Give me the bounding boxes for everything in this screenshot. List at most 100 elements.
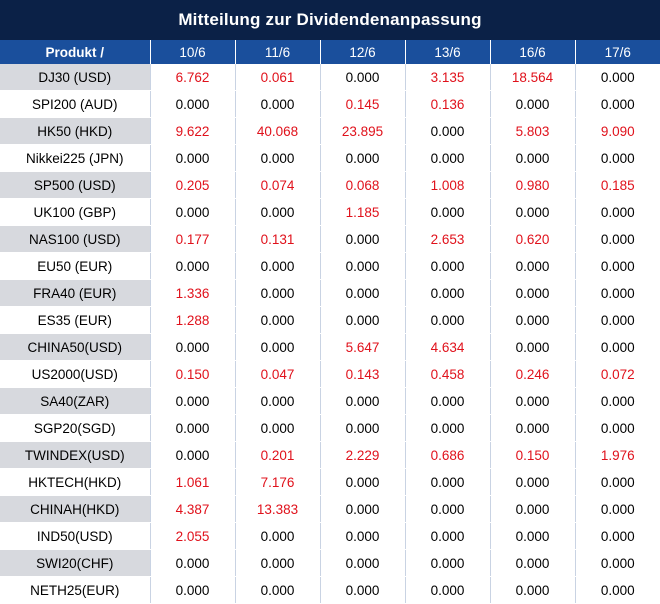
value-cell: 2.055: [150, 522, 236, 550]
value-cell: 0.000: [405, 252, 491, 280]
value-cell: 0.000: [320, 252, 406, 280]
value-cell: 2.229: [320, 441, 406, 469]
value-cell: 0.000: [575, 333, 660, 361]
product-cell: SGP20(SGD): [0, 414, 151, 442]
value-cell: 0.000: [150, 576, 236, 604]
value-cell: 0.000: [490, 495, 576, 523]
table-row: SP500 (USD) 0.205 0.074 0.068 1.008 0.980 0.18…: [0, 171, 660, 199]
value-cell: 0.000: [320, 225, 406, 253]
value-cell: 0.000: [490, 90, 576, 118]
column-header-date: 12/6: [320, 40, 406, 64]
value-cell: 0.000: [405, 495, 491, 523]
value-cell: 0.000: [150, 90, 236, 118]
value-cell: 1.976: [575, 441, 660, 469]
product-cell: SA40(ZAR): [0, 387, 151, 415]
value-cell: 0.000: [490, 333, 576, 361]
value-cell: 0.000: [575, 252, 660, 280]
value-cell: 1.061: [150, 468, 236, 496]
value-cell: 1.008: [405, 171, 491, 199]
value-cell: 1.185: [320, 198, 406, 226]
value-cell: 0.136: [405, 90, 491, 118]
product-cell: Nikkei225 (JPN): [0, 144, 151, 172]
value-cell: 0.000: [320, 144, 406, 172]
value-cell: 0.000: [405, 468, 491, 496]
value-cell: 0.000: [490, 144, 576, 172]
value-cell: 0.150: [150, 360, 236, 388]
column-header-date: 16/6: [490, 40, 576, 64]
value-cell: 0.047: [235, 360, 321, 388]
value-cell: 23.895: [320, 117, 406, 145]
value-cell: 0.000: [320, 279, 406, 307]
value-cell: 0.000: [320, 495, 406, 523]
value-cell: 0.000: [405, 117, 491, 145]
value-cell: 0.000: [575, 144, 660, 172]
table-row: EU50 (EUR) 0.000 0.000 0.000 0.000 0.000 0.000: [0, 252, 660, 280]
value-cell: 0.000: [235, 198, 321, 226]
value-cell: 0.000: [150, 198, 236, 226]
value-cell: 0.000: [490, 468, 576, 496]
value-cell: 0.145: [320, 90, 406, 118]
value-cell: 0.000: [575, 468, 660, 496]
table-row: CHINA50(USD) 0.000 0.000 5.647 4.634 0.000 0.0…: [0, 333, 660, 361]
value-cell: 0.000: [490, 306, 576, 334]
product-cell: NETH25(EUR): [0, 576, 151, 604]
value-cell: 0.000: [235, 549, 321, 577]
value-cell: 0.000: [405, 198, 491, 226]
table-row: HK50 (HKD) 9.622 40.068 23.895 0.000 5.803 9.0…: [0, 117, 660, 145]
value-cell: 0.177: [150, 225, 236, 253]
value-cell: 1.288: [150, 306, 236, 334]
value-cell: 0.000: [320, 414, 406, 442]
table-row: HKTECH(HKD) 1.061 7.176 0.000 0.000 0.000 0.00…: [0, 468, 660, 496]
header-row: Produkt / 10/6 11/6 12/6 13/6 16/6 17/6: [0, 40, 660, 64]
table-row: IND50(USD) 2.055 0.000 0.000 0.000 0.000 0.000: [0, 522, 660, 550]
product-cell: SWI20(CHF): [0, 549, 151, 577]
value-cell: 0.000: [150, 441, 236, 469]
value-cell: 0.000: [235, 522, 321, 550]
value-cell: 0.000: [575, 198, 660, 226]
value-cell: 5.647: [320, 333, 406, 361]
column-header-date: 13/6: [405, 40, 491, 64]
value-cell: 0.000: [490, 522, 576, 550]
column-header-date: 11/6: [235, 40, 321, 64]
table-row: CHINAH(HKD) 4.387 13.383 0.000 0.000 0.000 0.0…: [0, 495, 660, 523]
value-cell: 7.176: [235, 468, 321, 496]
table-row: US2000(USD) 0.150 0.047 0.143 0.458 0.246 0.07…: [0, 360, 660, 388]
value-cell: 40.068: [235, 117, 321, 145]
value-cell: 0.000: [575, 549, 660, 577]
table-row: DJ30 (USD) 6.762 0.061 0.000 3.135 18.564 0.00…: [0, 64, 660, 91]
value-cell: 0.000: [320, 64, 406, 91]
value-cell: 0.000: [575, 225, 660, 253]
product-cell: SP500 (USD): [0, 171, 151, 199]
table-row: NAS100 (USD) 0.177 0.131 0.000 2.653 0.620 0.0…: [0, 225, 660, 253]
table-row: FRA40 (EUR) 1.336 0.000 0.000 0.000 0.000 0.00…: [0, 279, 660, 307]
value-cell: 0.000: [405, 144, 491, 172]
value-cell: 0.000: [405, 414, 491, 442]
product-cell: CHINAH(HKD): [0, 495, 151, 523]
value-cell: 0.000: [405, 549, 491, 577]
value-cell: 18.564: [490, 64, 576, 91]
value-cell: 0.201: [235, 441, 321, 469]
value-cell: 0.000: [575, 90, 660, 118]
value-cell: 0.000: [575, 576, 660, 604]
value-cell: 0.000: [320, 549, 406, 577]
dividend-table: Produkt / 10/6 11/6 12/6 13/6 16/6 17/6 …: [0, 40, 660, 604]
value-cell: 0.000: [575, 495, 660, 523]
value-cell: 0.000: [490, 387, 576, 415]
value-cell: 0.000: [405, 279, 491, 307]
product-cell: HK50 (HKD): [0, 117, 151, 145]
value-cell: 0.000: [575, 306, 660, 334]
value-cell: 0.000: [235, 414, 321, 442]
value-cell: 0.000: [490, 252, 576, 280]
page-title: Mitteilung zur Dividendenanpassung: [0, 0, 660, 40]
value-cell: 0.000: [235, 279, 321, 307]
value-cell: 0.000: [150, 549, 236, 577]
value-cell: 0.000: [235, 333, 321, 361]
value-cell: 6.762: [150, 64, 236, 91]
value-cell: 0.000: [405, 522, 491, 550]
value-cell: 0.000: [575, 414, 660, 442]
value-cell: 0.000: [150, 252, 236, 280]
value-cell: 0.000: [575, 387, 660, 415]
value-cell: 0.185: [575, 171, 660, 199]
table-row: ES35 (EUR) 1.288 0.000 0.000 0.000 0.000 0.000: [0, 306, 660, 334]
product-cell: SPI200 (AUD): [0, 90, 151, 118]
